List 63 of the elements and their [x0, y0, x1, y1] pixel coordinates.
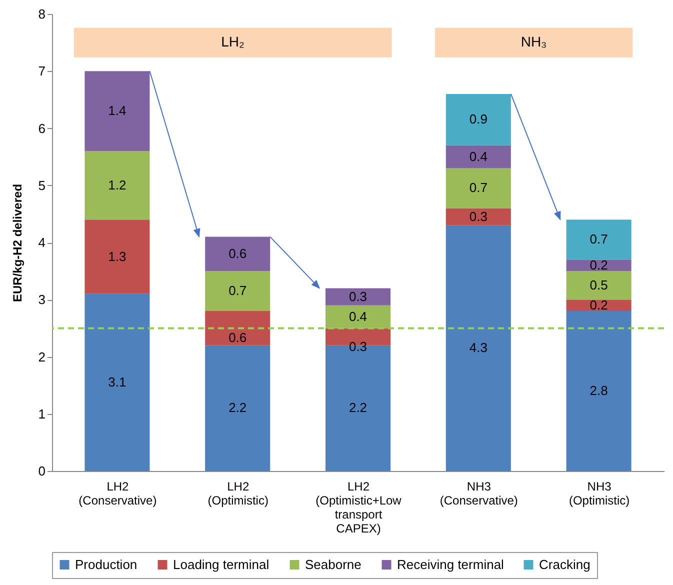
bar [84, 71, 150, 152]
bar [566, 311, 632, 471]
bar [566, 260, 632, 272]
y-tick-label: 1 [38, 406, 46, 422]
x-tick-label: NH3 (Optimistic) [568, 480, 630, 508]
data-label: 0.7 [469, 180, 488, 196]
data-label: 1.4 [108, 103, 126, 118]
legend-label: Seaborne [305, 556, 362, 572]
y-tick-label: 4 [38, 235, 46, 250]
y-tick-label: 5 [38, 178, 46, 193]
data-label: 2.2 [228, 400, 247, 416]
data-label: 0.6 [228, 246, 247, 261]
y-tick-label: 3 [38, 292, 46, 308]
bar [84, 220, 150, 294]
bar [84, 151, 150, 220]
x-tick-label: LH2 (Optimistic+Low transport CAPEX) [316, 480, 402, 536]
bar [566, 271, 632, 300]
data-label: 0.6 [228, 330, 247, 346]
data-label: 0.3 [348, 288, 368, 304]
data-label: 0.7 [590, 232, 608, 247]
data-label: 0.2 [590, 257, 608, 272]
y-tick-label: 6 [38, 120, 46, 136]
data-label: 2.2 [348, 400, 368, 416]
bar [566, 300, 632, 312]
data-label: 0.9 [469, 112, 488, 127]
y-axis-title: EUR/kg-H2 delivered [10, 184, 24, 302]
bar [205, 311, 270, 346]
data-label: 0.3 [469, 208, 488, 224]
bar [446, 208, 511, 226]
data-label: 0.2 [590, 297, 608, 312]
bar [566, 220, 632, 260]
y-tick-label: 0 [38, 464, 46, 478]
x-tick-label: LH2 (Optimistic) [208, 480, 268, 508]
bar [446, 168, 511, 208]
legend-label: Receiving terminal [397, 556, 504, 572]
bar [84, 294, 150, 471]
data-label: 4.3 [469, 340, 488, 356]
legend-label: Loading terminal [173, 556, 270, 572]
band-label: NH₃ [520, 34, 547, 50]
data-label: 0.7 [228, 283, 247, 298]
x-tick-label: NH3 (Conservative) [440, 480, 518, 508]
bar [446, 145, 511, 168]
bar [205, 271, 270, 312]
data-label: 0.4 [348, 308, 368, 324]
band-label: LH₂ [221, 34, 244, 50]
y-tick-label: 2 [38, 349, 46, 364]
data-label: 0.5 [590, 277, 608, 292]
bar [325, 288, 391, 306]
y-tick-label: 7 [38, 64, 46, 79]
data-label: 2.8 [590, 383, 608, 398]
data-label: 1.3 [108, 248, 126, 264]
bar [325, 305, 391, 328]
data-label: 0.4 [469, 148, 488, 164]
bar [205, 236, 270, 272]
legend-label: Production [75, 556, 138, 572]
bar [205, 345, 270, 471]
x-tick-label: LH2 (Conservative) [78, 480, 157, 508]
bar [446, 225, 511, 471]
legend-label: Cracking [539, 556, 590, 572]
bar [446, 94, 511, 146]
data-label: 1.2 [108, 177, 126, 192]
data-label: 3.1 [108, 374, 126, 390]
y-tick-label: 8 [38, 6, 46, 22]
